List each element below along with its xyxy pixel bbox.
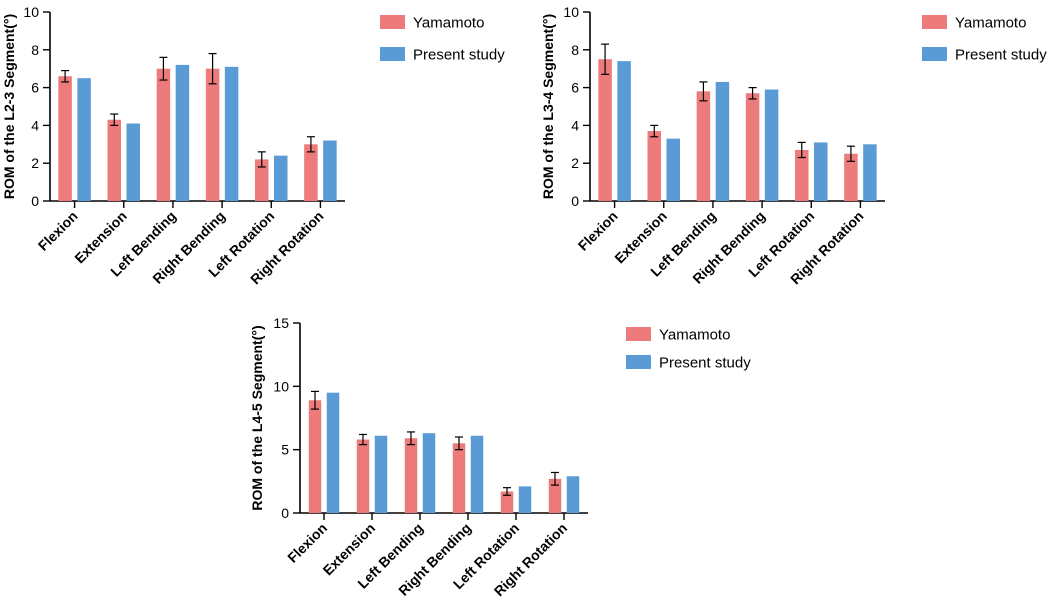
- y-tick-label: 4: [571, 117, 579, 133]
- legend-label-present-study: Present study: [413, 47, 505, 64]
- bar-yamamoto-right-bending: [452, 443, 466, 513]
- x-tick-label-flexion: Flexion: [35, 208, 81, 254]
- y-tick-label: 4: [31, 117, 39, 133]
- bar-present-study-extension: [126, 123, 140, 201]
- legend-label-present-study: Present study: [659, 355, 751, 372]
- bar-present-study-right-bending: [224, 66, 239, 201]
- bar-yamamoto-extension: [647, 131, 661, 201]
- y-tick-label: 10: [563, 4, 579, 20]
- y-axis-title: ROM of the L4-5 Segment(°): [249, 325, 265, 510]
- bar-present-study-flexion: [617, 61, 631, 201]
- bar-yamamoto-right-bending: [745, 93, 760, 201]
- bar-yamamoto-left-rotation: [255, 159, 269, 201]
- legend-swatch-present-study: [922, 47, 947, 61]
- y-tick-label: 2: [31, 155, 39, 171]
- bar-yamamoto-extension: [107, 119, 121, 201]
- x-tick-label-flexion: Flexion: [575, 208, 621, 254]
- y-tick-label: 8: [31, 42, 39, 58]
- bar-yamamoto-flexion: [58, 76, 72, 201]
- bar-yamamoto-extension: [356, 439, 370, 513]
- y-tick-label: 0: [571, 193, 579, 209]
- bar-present-study-left-rotation: [274, 155, 288, 201]
- y-tick-label: 6: [31, 80, 39, 96]
- bar-yamamoto-left-bending: [404, 438, 418, 513]
- bar-present-study-right-bending: [764, 89, 779, 201]
- legend-label-yamamoto: Yamamoto: [413, 15, 484, 32]
- bar-yamamoto-right-rotation: [844, 153, 858, 201]
- bar-present-study-left-rotation: [518, 486, 532, 513]
- y-tick-label: 10: [23, 4, 39, 20]
- bar-present-study-right-rotation: [566, 476, 580, 513]
- legend-swatch-yamamoto: [922, 15, 947, 29]
- y-tick-label: 2: [571, 155, 579, 171]
- bar-yamamoto-flexion: [308, 400, 322, 513]
- bar-yamamoto-right-bending: [205, 68, 220, 201]
- legend-label-yamamoto: Yamamoto: [955, 15, 1026, 32]
- bar-yamamoto-left-bending: [696, 91, 711, 201]
- bar-present-study-right-bending: [470, 435, 484, 513]
- y-tick-label: 8: [571, 42, 579, 58]
- bar-present-study-left-rotation: [814, 142, 828, 201]
- bar-present-study-right-rotation: [863, 144, 877, 201]
- y-tick-label: 0: [281, 505, 289, 521]
- bar-present-study-flexion: [77, 78, 91, 201]
- legend-swatch-yamamoto: [380, 15, 405, 29]
- legend-swatch-present-study: [380, 47, 405, 61]
- bar-present-study-left-bending: [422, 433, 436, 513]
- bar-present-study-left-bending: [175, 64, 190, 201]
- bar-yamamoto-left-bending: [156, 68, 171, 201]
- chart-panel-l2-3: 0 2 4 6 8 10 ROM of the L2-3 Segment(°) Flexion…: [1, 4, 505, 287]
- bar-present-study-right-rotation: [323, 140, 337, 201]
- y-tick-label: 10: [273, 378, 289, 394]
- bar-present-study-flexion: [326, 392, 340, 513]
- bar-yamamoto-right-rotation: [304, 144, 318, 201]
- legend-swatch-yamamoto: [626, 327, 651, 341]
- bar-present-study-left-bending: [715, 81, 730, 201]
- bar-yamamoto-left-rotation: [500, 491, 514, 513]
- y-axis-title: ROM of the L3-4 Segment(°): [540, 14, 556, 199]
- y-tick-label: 6: [571, 80, 579, 96]
- bar-present-study-extension: [374, 435, 388, 513]
- chart-panel-l3-4: 0 2 4 6 8 10 ROM of the L3-4 Segment(°) Flexion…: [540, 4, 1047, 287]
- legend-swatch-present-study: [626, 355, 651, 369]
- legend-label-present-study: Present study: [955, 47, 1047, 64]
- x-tick-label-flexion: Flexion: [284, 520, 330, 566]
- legend-label-yamamoto: Yamamoto: [659, 327, 730, 344]
- y-tick-label: 15: [273, 315, 289, 331]
- bar-yamamoto-right-rotation: [548, 478, 562, 513]
- bar-yamamoto-flexion: [598, 59, 612, 201]
- y-tick-label: 0: [31, 193, 39, 209]
- y-axis-title: ROM of the L2-3 Segment(°): [1, 14, 17, 199]
- y-tick-label: 5: [281, 442, 289, 458]
- bar-present-study-extension: [666, 138, 680, 201]
- bar-yamamoto-left-rotation: [795, 149, 809, 201]
